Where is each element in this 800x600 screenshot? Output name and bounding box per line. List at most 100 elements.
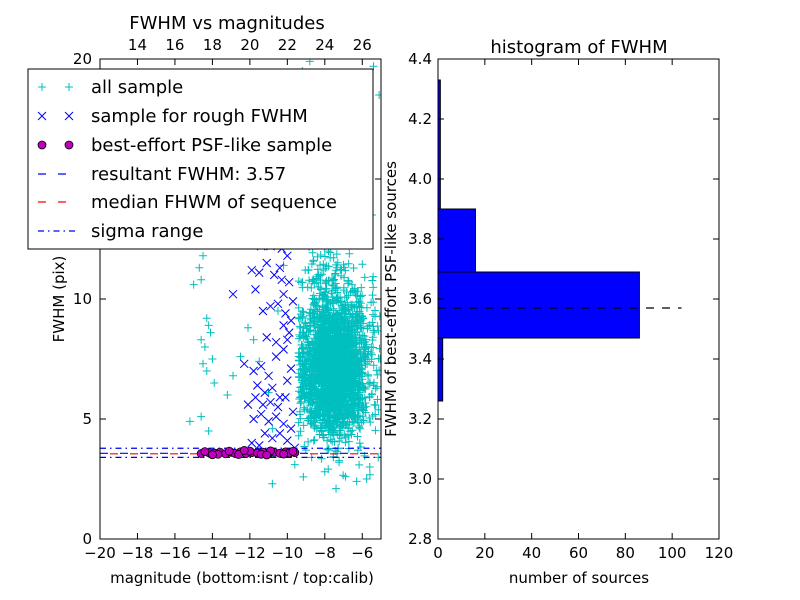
right-y-tick-label: 4.4 — [408, 50, 432, 68]
all-sample-point — [328, 280, 337, 289]
all-sample-point — [301, 318, 310, 327]
all-sample-point — [372, 366, 381, 375]
all-sample-point — [324, 381, 333, 390]
all-sample-point — [344, 437, 353, 446]
legend-entry-sigma-range: sigma range — [38, 221, 203, 242]
all-sample-point — [339, 386, 348, 395]
all-sample-point — [304, 265, 313, 274]
rough-sample-point — [262, 258, 272, 268]
all-sample-point — [310, 435, 319, 444]
all-sample-point — [359, 314, 368, 323]
all-sample-point — [195, 263, 204, 272]
all-sample-point — [336, 298, 345, 307]
all-sample-point — [371, 312, 380, 321]
all-sample-point — [353, 389, 362, 398]
all-sample-point — [369, 298, 378, 307]
all-sample-point — [185, 417, 194, 426]
left-y-tick-label: 0 — [82, 530, 92, 548]
all-sample-point — [365, 413, 374, 422]
all-sample-point — [347, 430, 356, 439]
rough-sample-point — [271, 352, 281, 361]
all-sample-point — [294, 303, 303, 312]
all-sample-point — [362, 335, 371, 344]
histogram-bar — [437, 271, 640, 339]
right-x-tick-label: 80 — [616, 544, 635, 562]
rough-sample-point — [271, 337, 281, 347]
all-sample-point — [355, 401, 364, 410]
rough-sample-point — [271, 412, 281, 421]
all-sample-point — [308, 248, 317, 257]
right-y-tick-label: 4.2 — [408, 110, 432, 128]
legend-marker-circle — [37, 140, 47, 150]
all-sample-point — [351, 310, 360, 319]
rough-sample-point — [269, 270, 279, 280]
rough-sample-point — [258, 400, 268, 409]
all-sample-point — [355, 371, 364, 380]
rough-sample-point — [256, 409, 266, 419]
all-sample-point — [368, 291, 377, 300]
all-sample-point — [344, 410, 353, 419]
rough-sample-point — [228, 289, 238, 299]
all-sample-point — [335, 421, 344, 430]
all-sample-point — [354, 318, 363, 327]
all-sample-point — [296, 399, 305, 408]
all-sample-point — [296, 360, 305, 369]
rough-sample-point — [256, 361, 266, 371]
psf-sample-point — [200, 447, 210, 457]
all-sample-point — [373, 370, 381, 379]
all-sample-point — [320, 467, 329, 476]
all-sample-point — [236, 352, 245, 361]
all-sample-point — [339, 283, 348, 292]
all-sample-point — [333, 258, 342, 267]
all-sample-point — [311, 336, 320, 345]
all-sample-point — [353, 432, 362, 441]
histogram-bar — [437, 208, 476, 273]
all-sample-point — [362, 475, 371, 483]
rough-sample-point — [281, 393, 290, 402]
rough-sample-point — [262, 333, 272, 342]
all-sample-point — [338, 396, 347, 405]
all-sample-point — [300, 405, 309, 414]
all-sample-point — [313, 272, 322, 281]
all-sample-point — [316, 323, 325, 332]
all-sample-point — [346, 427, 355, 436]
left-x-axis-label: magnitude (bottom:isnt / top:calib) — [110, 569, 374, 587]
all-sample-point — [312, 391, 321, 400]
legend-label: sample for rough FWHM — [91, 106, 308, 127]
all-sample-point — [322, 276, 331, 285]
all-sample-point — [368, 412, 377, 421]
all-sample-point — [369, 283, 378, 292]
all-sample-point — [312, 302, 321, 311]
left-top-tick-label: 20 — [240, 36, 259, 54]
all-sample-point — [332, 351, 341, 360]
all-sample-point — [355, 335, 364, 344]
all-sample-point — [298, 278, 307, 287]
all-sample-point — [295, 314, 304, 323]
all-sample-point — [299, 403, 308, 412]
all-sample-point — [318, 376, 327, 385]
right-x-tick-label: 120 — [705, 544, 734, 562]
all-sample-point — [330, 322, 339, 331]
all-sample-point — [316, 345, 325, 354]
all-sample-point — [296, 414, 305, 423]
all-sample-point — [334, 400, 343, 409]
all-sample-point — [328, 331, 337, 340]
all-sample-point — [299, 388, 308, 397]
all-sample-point — [345, 347, 354, 356]
all-sample-point — [268, 424, 277, 433]
rough-sample-point — [279, 289, 288, 299]
all-sample-point — [373, 382, 381, 391]
all-sample-point — [304, 343, 313, 352]
rough-sample-point — [284, 277, 294, 287]
left-chart-title: FWHM vs magnitudes — [129, 13, 324, 34]
all-sample-point — [323, 436, 332, 445]
all-sample-point — [355, 439, 364, 448]
all-sample-point — [320, 393, 329, 402]
all-sample-point — [345, 338, 354, 347]
all-sample-point — [321, 343, 330, 352]
all-sample-point — [306, 309, 315, 318]
all-sample-point — [309, 275, 318, 284]
all-sample-point — [312, 274, 321, 283]
all-sample-point — [357, 364, 366, 373]
